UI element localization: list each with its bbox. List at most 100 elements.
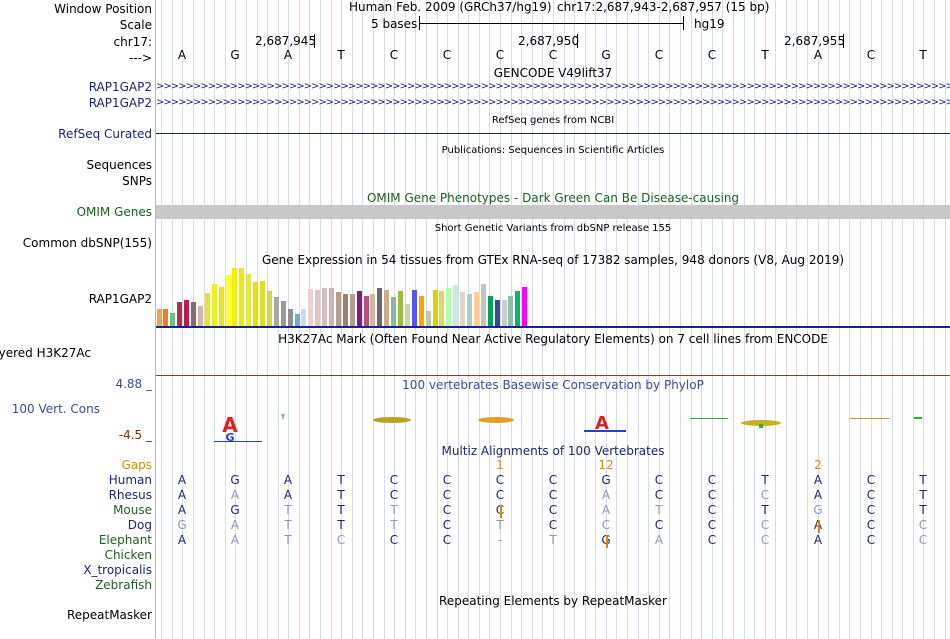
gtex-bar-chart[interactable] bbox=[156, 268, 950, 326]
species-label-zebrafish[interactable]: Zebrafish bbox=[95, 578, 152, 592]
gtex-tissue-bar[interactable] bbox=[342, 294, 348, 326]
sequences-label[interactable]: Sequences bbox=[86, 158, 152, 172]
gridline bbox=[881, 0, 882, 639]
alignment-base: C bbox=[866, 533, 876, 547]
alignment-base: T bbox=[337, 503, 345, 517]
gtex-tissue-bar[interactable] bbox=[480, 284, 486, 326]
gtex-tissue-bar[interactable] bbox=[177, 302, 183, 326]
gtex-tissue-bar[interactable] bbox=[467, 294, 472, 326]
alignment-base: C bbox=[336, 533, 346, 547]
species-label-dog[interactable]: Dog bbox=[127, 518, 152, 532]
dbsnp-label[interactable]: Common dbSNP(155) bbox=[22, 236, 152, 250]
gtex-tissue-bar[interactable] bbox=[156, 309, 162, 326]
h3k27ac-label[interactable]: Layered H3K27Ac bbox=[0, 346, 91, 360]
gtex-tissue-bar[interactable] bbox=[266, 291, 272, 326]
gencode-label-1[interactable]: RAP1GAP2 bbox=[88, 80, 152, 94]
alignment-base: A bbox=[654, 533, 664, 547]
gtex-tissue-bar[interactable] bbox=[287, 309, 293, 326]
species-label-xtropicalis[interactable]: X_tropicalis bbox=[83, 563, 152, 577]
gtex-tissue-bar[interactable] bbox=[232, 268, 238, 326]
gtex-tissue-bar[interactable] bbox=[322, 288, 328, 326]
gtex-tissue-bar[interactable] bbox=[308, 289, 314, 326]
gtex-tissue-bar[interactable] bbox=[239, 268, 245, 326]
gtex-tissue-bar[interactable] bbox=[418, 296, 424, 326]
refseq-label[interactable]: RefSeq Curated bbox=[58, 127, 152, 141]
gtex-tissue-bar[interactable] bbox=[315, 290, 321, 326]
gtex-tissue-bar[interactable] bbox=[508, 296, 514, 326]
gtex-tissue-bar[interactable] bbox=[294, 314, 300, 326]
gaps-label[interactable]: Gaps bbox=[121, 458, 152, 472]
gtex-tissue-bar[interactable] bbox=[204, 293, 210, 326]
vert-cons-label[interactable]: 100 Vert. Cons bbox=[11, 402, 100, 416]
logo-letter-c-7 bbox=[478, 417, 514, 423]
gtex-tissue-bar[interactable] bbox=[398, 291, 403, 326]
gtex-tissue-bar[interactable] bbox=[349, 294, 355, 326]
gridline bbox=[648, 0, 649, 639]
repeatmasker-label[interactable]: RepeatMasker bbox=[66, 608, 152, 622]
insertion-marker bbox=[606, 535, 608, 548]
gtex-tissue-bar[interactable] bbox=[260, 281, 265, 326]
gtex-tissue-bar[interactable] bbox=[301, 309, 307, 326]
omim-gene-bar[interactable] bbox=[156, 205, 950, 219]
species-label-chicken[interactable]: Chicken bbox=[104, 548, 152, 562]
alignment-base: C bbox=[918, 518, 928, 532]
gtex-tissue-bar[interactable] bbox=[273, 297, 279, 326]
species-label-rhesus[interactable]: Rhesus bbox=[108, 488, 152, 502]
gtex-tissue-bar[interactable] bbox=[460, 292, 466, 326]
gtex-tissue-bar[interactable] bbox=[211, 284, 217, 326]
species-label-elephant[interactable]: Elephant bbox=[98, 533, 152, 547]
gtex-label[interactable]: RAP1GAP2 bbox=[88, 292, 152, 306]
gtex-tissue-bar[interactable] bbox=[425, 311, 431, 326]
gtex-tissue-bar[interactable] bbox=[356, 291, 362, 326]
gtex-tissue-bar[interactable] bbox=[411, 290, 417, 326]
gtex-tissue-bar[interactable] bbox=[446, 288, 452, 326]
gencode-gene-2[interactable]: >>>>>>>>>>>>>>>>>>>>>>>>>>>>>>>>>>>>>>>>… bbox=[156, 97, 950, 108]
gtex-tissue-bar[interactable] bbox=[432, 290, 438, 326]
alignment-base: A bbox=[601, 503, 611, 517]
logo-letter-t-10 bbox=[690, 418, 728, 419]
gtex-tissue-bar[interactable] bbox=[363, 296, 369, 326]
gtex-tissue-bar[interactable] bbox=[377, 288, 383, 326]
gtex-tissue-bar[interactable] bbox=[218, 287, 224, 326]
gtex-tissue-bar[interactable] bbox=[370, 294, 376, 326]
gtex-tissue-bar[interactable] bbox=[170, 313, 176, 326]
gtex-tissue-bar[interactable] bbox=[253, 282, 259, 326]
gtex-tissue-bar[interactable] bbox=[329, 288, 334, 326]
phylop-logo[interactable]: A G T A bbox=[156, 410, 950, 444]
gtex-tissue-bar[interactable] bbox=[191, 302, 196, 326]
gtex-tissue-bar[interactable] bbox=[280, 301, 286, 326]
species-label-mouse[interactable]: Mouse bbox=[113, 503, 152, 517]
omim-label[interactable]: OMIM Genes bbox=[76, 205, 152, 219]
gtex-tissue-bar[interactable] bbox=[197, 306, 203, 326]
gtex-tissue-bar[interactable] bbox=[473, 292, 479, 326]
sequence-base: A bbox=[177, 48, 187, 62]
gtex-tissue-bar[interactable] bbox=[384, 290, 390, 326]
alignment-base: T bbox=[284, 518, 292, 532]
gtex-tissue-bar[interactable] bbox=[163, 309, 169, 326]
alignment-base: C bbox=[389, 473, 399, 487]
sequence-base: A bbox=[813, 48, 823, 62]
gtex-baseline bbox=[156, 326, 950, 328]
gtex-tissue-bar[interactable] bbox=[184, 300, 190, 326]
gtex-tissue-bar[interactable] bbox=[439, 291, 445, 326]
gtex-tissue-bar[interactable] bbox=[335, 292, 341, 326]
track-image[interactable]: Human Feb. 2009 (GRCh37/hg19) chr17:2,68… bbox=[156, 0, 950, 639]
gtex-tissue-bar[interactable] bbox=[225, 275, 231, 326]
gtex-tissue-bar[interactable] bbox=[453, 285, 459, 326]
snps-label[interactable]: SNPs bbox=[122, 174, 152, 188]
gtex-tissue-bar[interactable] bbox=[391, 297, 397, 326]
species-label-human[interactable]: Human bbox=[108, 473, 152, 487]
gtex-tissue-bar[interactable] bbox=[515, 291, 521, 326]
gencode-label-2[interactable]: RAP1GAP2 bbox=[88, 96, 152, 110]
gencode-gene-1[interactable]: >>>>>>>>>>>>>>>>>>>>>>>>>>>>>>>>>>>>>>>>… bbox=[156, 81, 950, 92]
gtex-tissue-bar[interactable] bbox=[501, 300, 507, 326]
gtex-tissue-bar[interactable] bbox=[494, 300, 500, 326]
gtex-tissue-bar[interactable] bbox=[522, 287, 528, 326]
alignment-base: A bbox=[813, 473, 823, 487]
gtex-tissue-bar[interactable] bbox=[246, 274, 252, 326]
gridline bbox=[532, 0, 533, 639]
refseq-gene-line[interactable] bbox=[156, 133, 950, 134]
gtex-tissue-bar[interactable] bbox=[404, 304, 410, 326]
gtex-tissue-bar[interactable] bbox=[487, 296, 493, 326]
gridline bbox=[786, 0, 787, 639]
